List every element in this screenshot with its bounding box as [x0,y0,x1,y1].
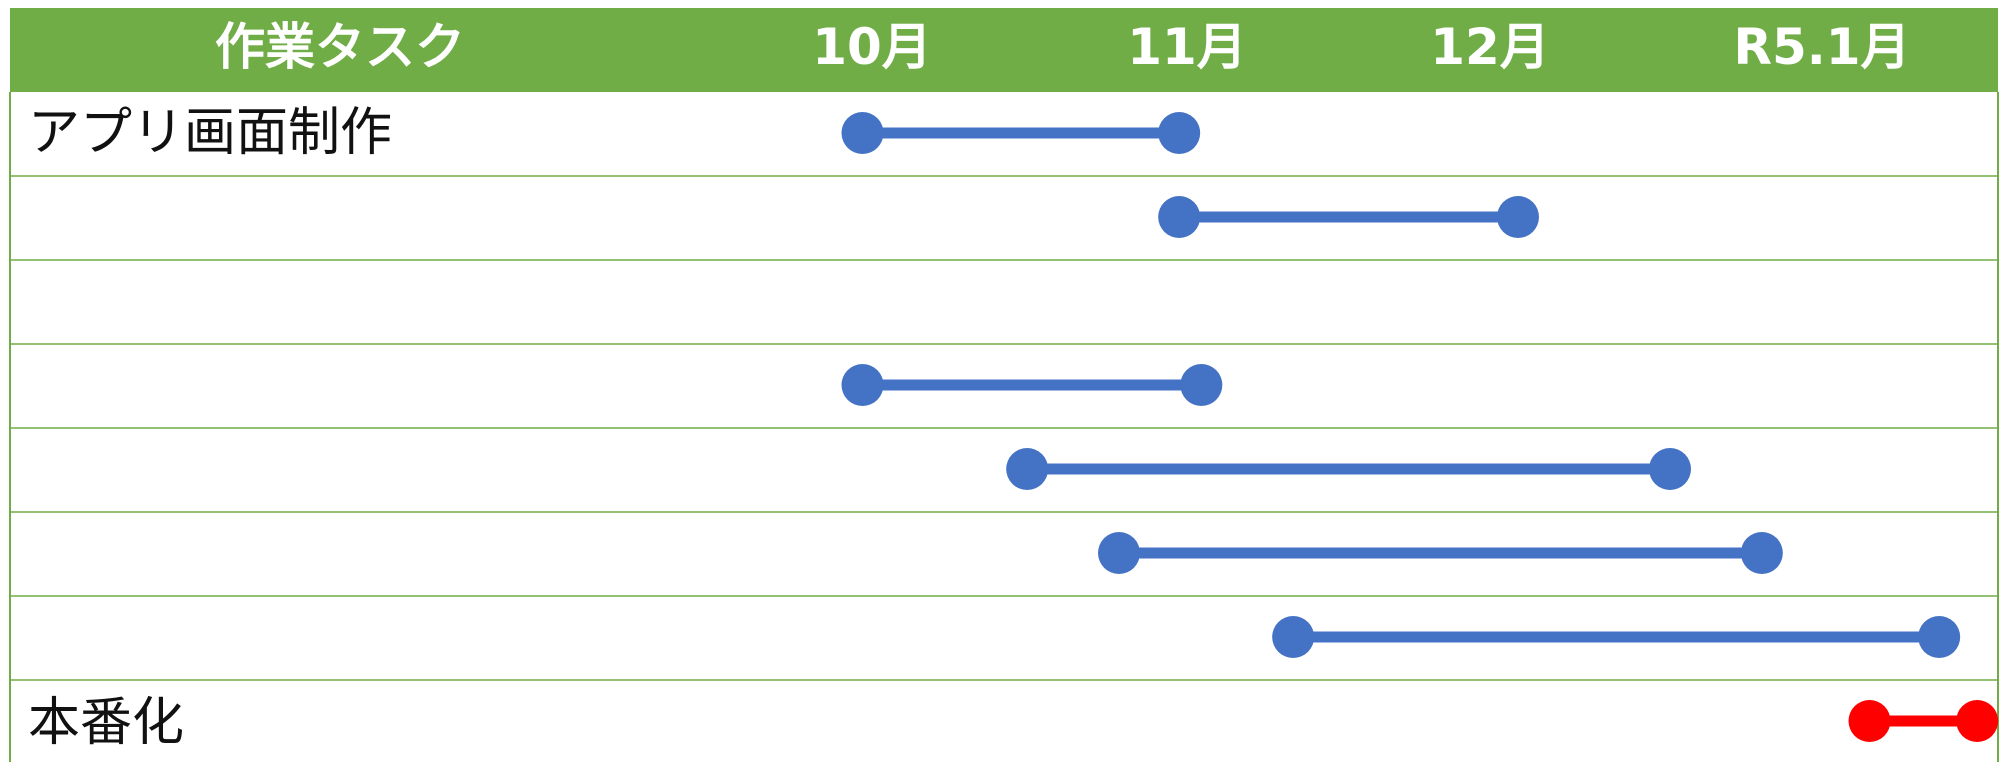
task-label-1: アプリ画面制作 [28,103,392,163]
task-bar-6 [1098,532,1783,574]
task-end-marker [1649,448,1691,490]
task-bar-1 [841,112,1201,154]
month-label-dec: 12月 [1430,18,1550,76]
task-end-marker [1158,112,1201,154]
task-bar-4 [841,364,1223,406]
header-bar [10,8,1998,92]
task-start-marker [1006,448,1049,490]
task-end-marker [1918,616,1961,658]
task-bar-8 [1848,700,1999,742]
task-end-marker [1497,196,1539,238]
month-label-oct: 10月 [812,18,932,76]
row-grid [9,92,1999,762]
month-labels: 10月 11月 12月 R5.1月 [812,18,1910,76]
task-end-marker [1956,700,1999,742]
task-start-marker [841,112,884,154]
task-bar-7 [1272,616,1961,658]
task-start-marker [1848,700,1891,742]
month-label-nov: 11月 [1127,18,1247,76]
task-start-marker [1098,532,1140,574]
month-label-jan: R5.1月 [1733,18,1910,76]
task-start-marker [1272,616,1315,658]
task-bar-5 [1006,448,1691,490]
task-start-marker [1158,196,1201,238]
task-end-marker [1740,532,1783,574]
header-task-label: 作業タスク [215,18,465,76]
task-end-marker [1180,364,1223,406]
task-start-marker [841,364,884,406]
task-bar-2 [1158,196,1539,238]
task-label-8: 本番化 [28,693,184,753]
task-bars [841,112,1999,742]
task-labels: アプリ画面制作 本番化 [28,103,392,753]
